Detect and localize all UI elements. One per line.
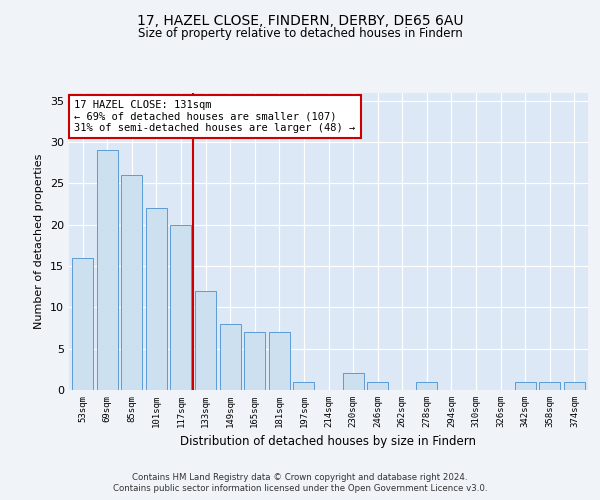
Bar [244, 332, 265, 390]
Text: Size of property relative to detached houses in Findern: Size of property relative to detached ho… [137, 28, 463, 40]
Bar [146, 208, 167, 390]
Bar [564, 382, 585, 390]
Bar [72, 258, 93, 390]
Text: Contains public sector information licensed under the Open Government Licence v3: Contains public sector information licen… [113, 484, 487, 493]
Bar [97, 150, 118, 390]
Bar [515, 382, 536, 390]
Bar [195, 291, 216, 390]
Bar [539, 382, 560, 390]
Bar [220, 324, 241, 390]
Bar [121, 175, 142, 390]
Y-axis label: Number of detached properties: Number of detached properties [34, 154, 44, 329]
Bar [416, 382, 437, 390]
Bar [293, 382, 314, 390]
Text: 17, HAZEL CLOSE, FINDERN, DERBY, DE65 6AU: 17, HAZEL CLOSE, FINDERN, DERBY, DE65 6A… [137, 14, 463, 28]
Bar [343, 374, 364, 390]
X-axis label: Distribution of detached houses by size in Findern: Distribution of detached houses by size … [181, 436, 476, 448]
Text: Contains HM Land Registry data © Crown copyright and database right 2024.: Contains HM Land Registry data © Crown c… [132, 472, 468, 482]
Text: 17 HAZEL CLOSE: 131sqm
← 69% of detached houses are smaller (107)
31% of semi-de: 17 HAZEL CLOSE: 131sqm ← 69% of detached… [74, 100, 355, 133]
Bar [269, 332, 290, 390]
Bar [367, 382, 388, 390]
Bar [170, 224, 191, 390]
